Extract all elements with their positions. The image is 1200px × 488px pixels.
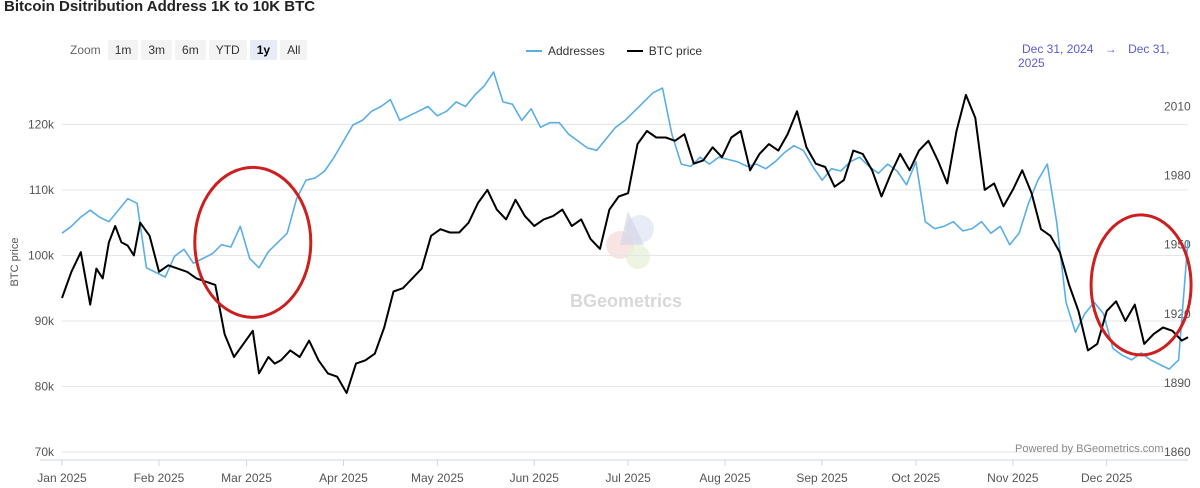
y-tick-label: 120k bbox=[28, 117, 55, 131]
y2-tick-label: 1890 bbox=[1164, 376, 1191, 390]
x-tick-label: Aug 2025 bbox=[699, 471, 751, 485]
y2-tick-label: 2010 bbox=[1164, 100, 1191, 114]
y-tick-label: 100k bbox=[28, 248, 55, 262]
btc-price-series-line bbox=[61, 93, 1189, 394]
zoom-label: Zoom bbox=[70, 43, 101, 57]
range-from[interactable]: Dec 31, 2024 bbox=[1022, 42, 1094, 56]
zoom-bar: Zoom 1m 3m 6m YTD 1y All bbox=[70, 40, 308, 60]
chart-title: Bitcoin Dsitribution Address 1K to 10K B… bbox=[4, 0, 316, 15]
y-tick-label: 90k bbox=[35, 314, 55, 328]
y-tick-label: 80k bbox=[35, 379, 55, 393]
x-tick-label: Feb 2025 bbox=[134, 471, 185, 485]
annotation-ellipse-mar bbox=[193, 165, 313, 319]
zoom-ytd-button[interactable]: YTD bbox=[208, 40, 247, 60]
legend-item-addresses[interactable]: Addresses bbox=[526, 44, 605, 58]
x-tick-label: Jan 2025 bbox=[37, 471, 87, 485]
x-tick-label: Jun 2025 bbox=[510, 471, 560, 485]
y-axis-title: BTC price bbox=[9, 238, 21, 287]
zoom-1y-button[interactable]: 1y bbox=[249, 40, 278, 60]
legend-swatch-btc-price bbox=[626, 50, 643, 52]
range-to[interactable]: Dec 31, 2025 bbox=[1018, 42, 1170, 70]
zoom-3m-button[interactable]: 3m bbox=[141, 40, 173, 60]
x-tick-label: Oct 2025 bbox=[892, 471, 941, 485]
x-tick-label: May 2025 bbox=[411, 471, 464, 485]
y-tick-label: 110k bbox=[29, 183, 55, 197]
addresses-series-line bbox=[61, 71, 1189, 370]
legend-item-btc-price[interactable]: BTC price bbox=[626, 44, 703, 58]
legend-swatch-addresses bbox=[526, 50, 542, 52]
legend-label-addresses: Addresses bbox=[548, 44, 605, 58]
x-tick-label: Sep 2025 bbox=[796, 471, 848, 485]
x-tick-label: Mar 2025 bbox=[221, 471, 272, 485]
range-arrow: → bbox=[1104, 42, 1117, 56]
zoom-all-button[interactable]: All bbox=[280, 40, 308, 60]
x-tick-label: Nov 2025 bbox=[987, 471, 1039, 485]
x-tick-label: Jul 2025 bbox=[605, 471, 651, 485]
chart-legend: Addresses BTC price bbox=[526, 44, 702, 58]
date-range: Dec 31, 2024 → Dec 31, 2025 bbox=[1018, 42, 1200, 70]
y2-tick-label: 1980 bbox=[1164, 169, 1191, 183]
x-tick-label: Dec 2025 bbox=[1081, 471, 1133, 485]
zoom-1m-button[interactable]: 1m bbox=[107, 40, 139, 60]
y2-tick-label: 1860 bbox=[1164, 445, 1191, 459]
y-tick-label: 70k bbox=[35, 445, 55, 459]
annotation-ellipse-dec bbox=[1089, 213, 1193, 357]
x-tick-label: Apr 2025 bbox=[319, 471, 368, 485]
legend-label-btc-price: BTC price bbox=[648, 44, 703, 58]
zoom-6m-button[interactable]: 6m bbox=[175, 40, 206, 60]
credit-link[interactable]: Powered by BGeometrics.com bbox=[1015, 443, 1164, 455]
